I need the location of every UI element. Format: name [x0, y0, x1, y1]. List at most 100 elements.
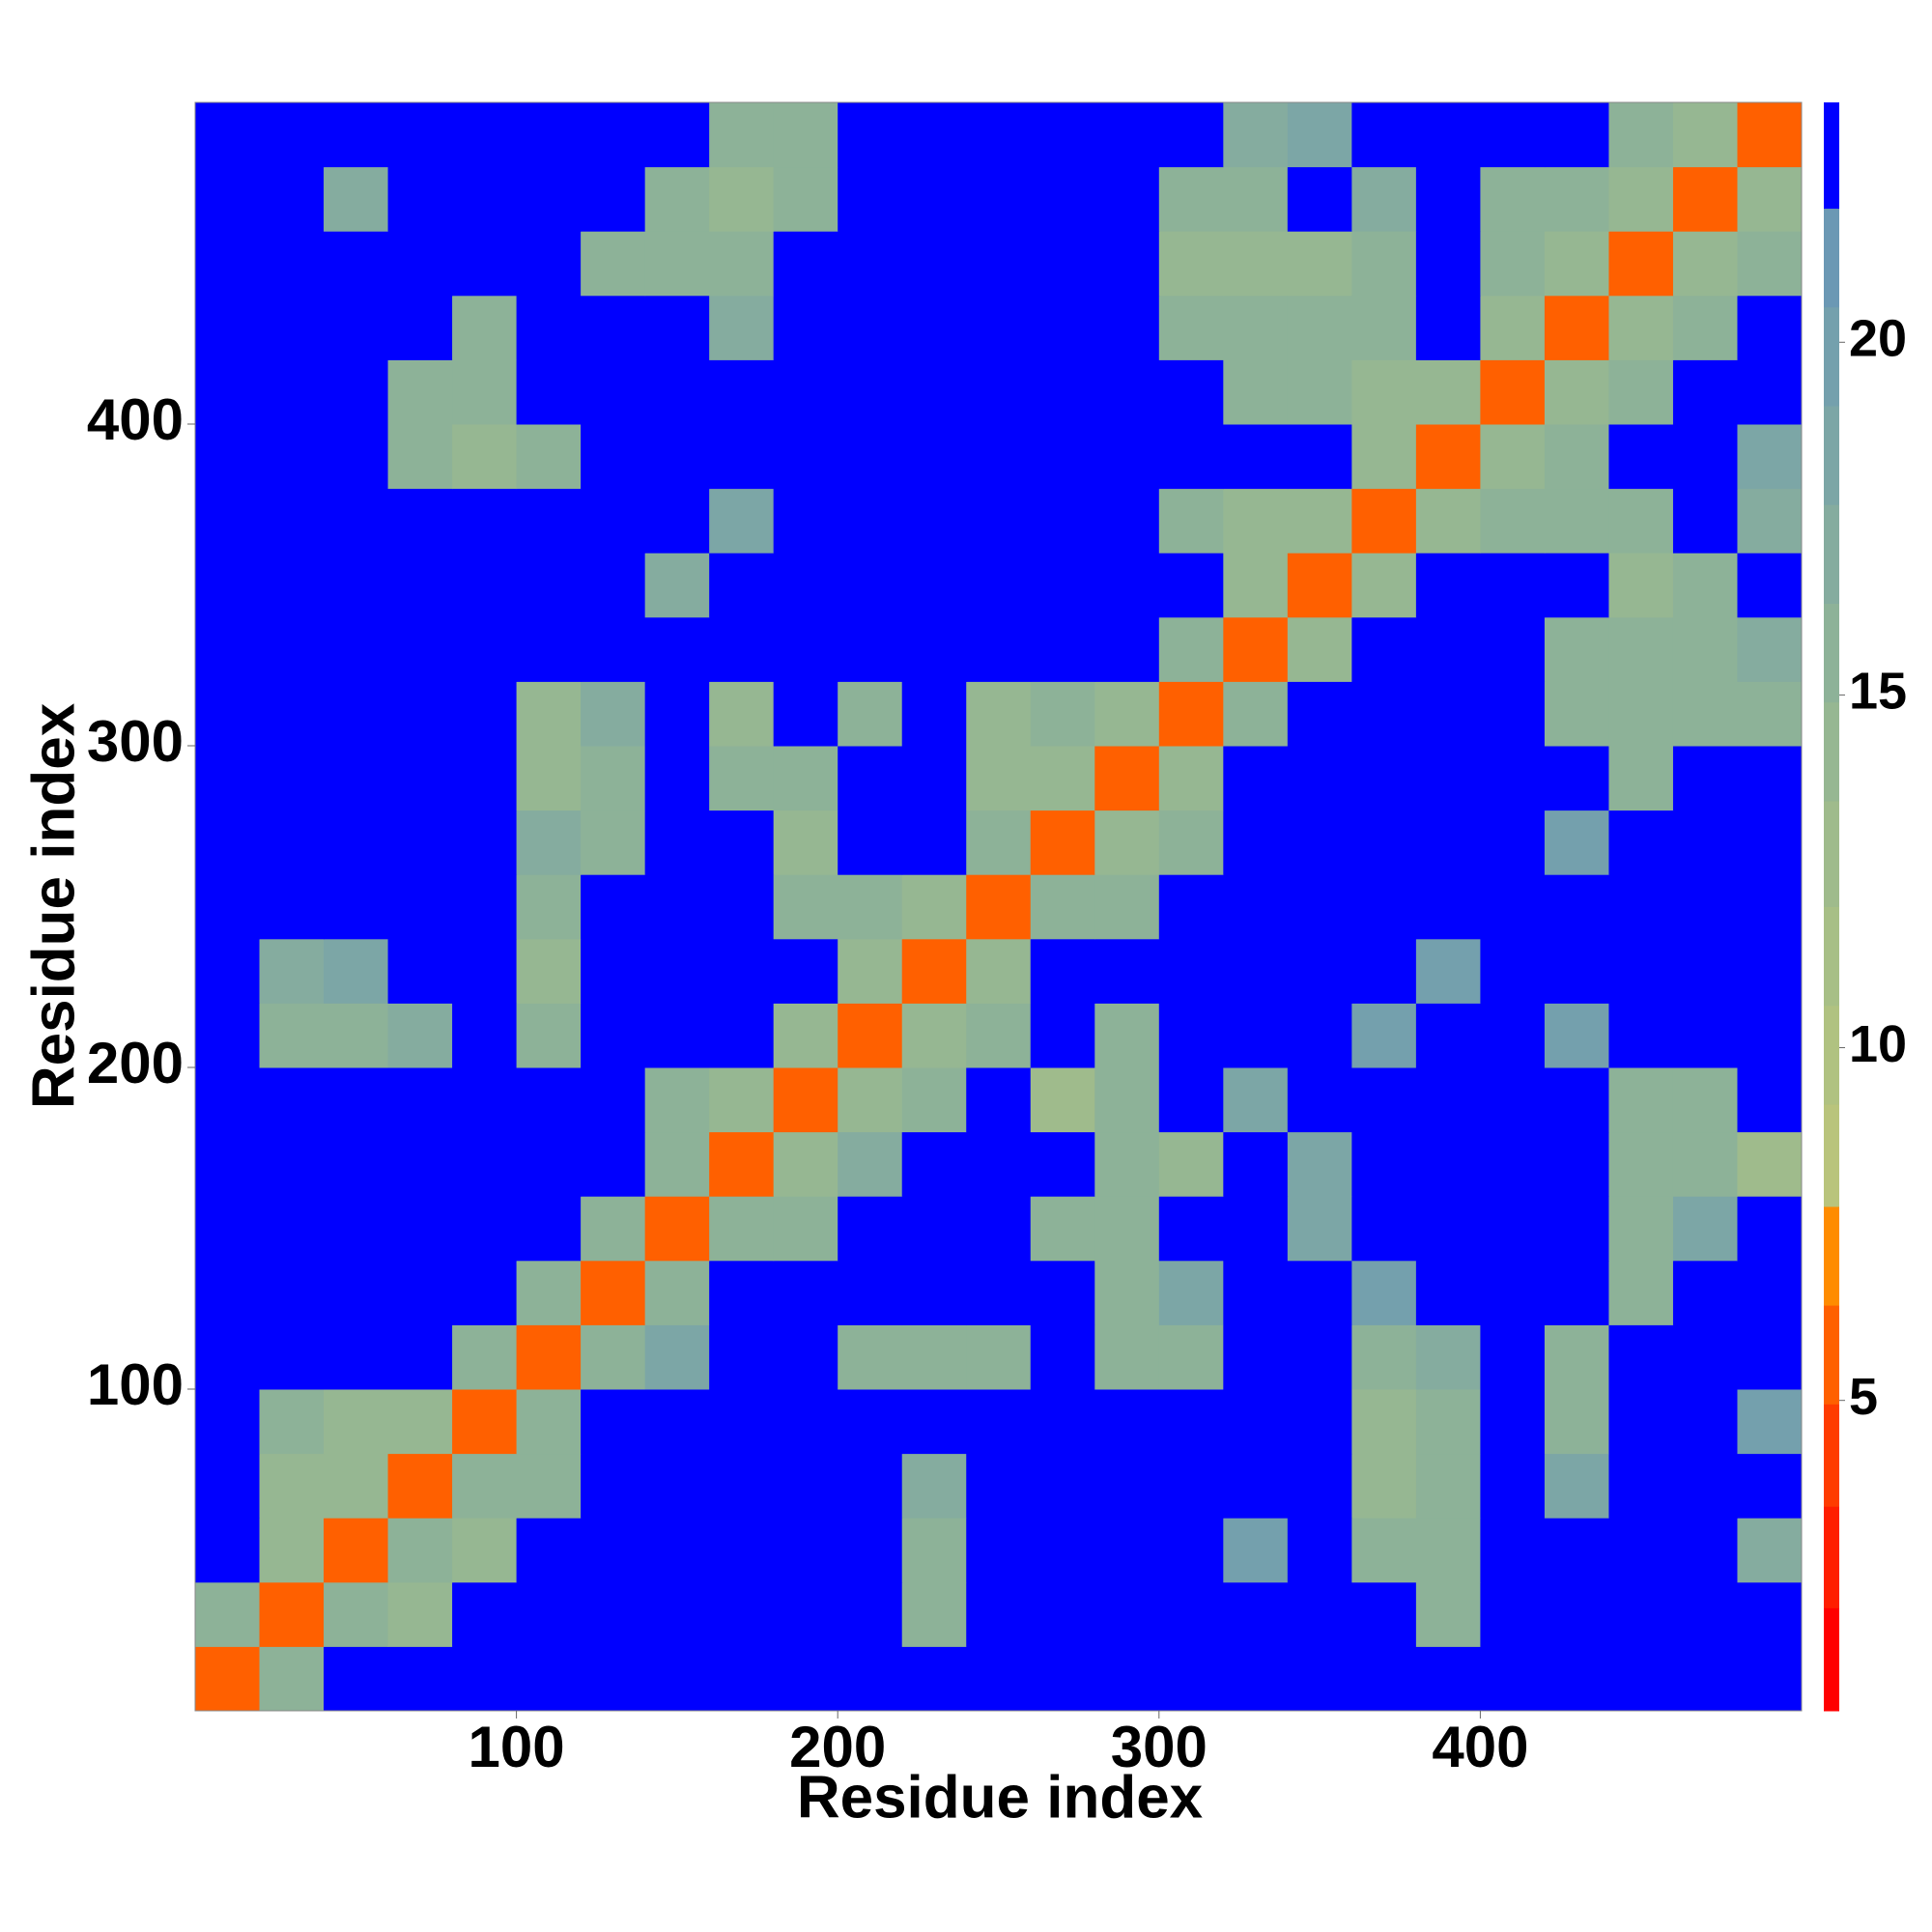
heatmap-cell	[1608, 1581, 1674, 1647]
heatmap-cell	[1672, 1324, 1738, 1390]
heatmap-cell	[709, 746, 775, 811]
heatmap-cell	[324, 295, 389, 360]
heatmap-cell	[1737, 102, 1803, 168]
heatmap-cell	[709, 1131, 775, 1197]
heatmap-cell	[1608, 938, 1674, 1004]
heatmap-cell	[1094, 553, 1160, 618]
heatmap-cell	[709, 359, 775, 425]
heatmap-cell	[516, 1067, 582, 1133]
heatmap-cell	[1544, 1003, 1609, 1068]
heatmap-cell	[1415, 166, 1481, 232]
heatmap-cell	[259, 359, 325, 425]
heatmap-cell	[838, 746, 903, 811]
heatmap-cell	[838, 1453, 903, 1519]
heatmap-cell	[1094, 810, 1160, 875]
heatmap-cell	[1030, 746, 1095, 811]
heatmap-cell	[773, 295, 838, 360]
heatmap-cell	[1094, 1196, 1160, 1262]
heatmap-cell	[387, 1324, 453, 1390]
heatmap-cell	[259, 1518, 325, 1583]
heatmap-cell	[452, 1003, 518, 1068]
heatmap-cell	[387, 810, 453, 875]
heatmap-cell	[387, 1389, 453, 1455]
heatmap-cell	[1737, 1324, 1803, 1390]
heatmap-cell	[452, 424, 518, 490]
heatmap-cell	[773, 1581, 838, 1647]
heatmap-cell	[452, 166, 518, 232]
heatmap-cell	[1480, 1003, 1546, 1068]
heatmap-cell	[1415, 874, 1481, 940]
heatmap-cell	[1608, 1646, 1674, 1712]
heatmap-cell	[1223, 810, 1289, 875]
heatmap-cell	[1223, 1196, 1289, 1262]
colorbar-tick-label: 15	[1849, 663, 1907, 721]
heatmap-cell	[387, 488, 453, 554]
heatmap-cell	[966, 616, 1032, 682]
heatmap-cell	[1544, 1453, 1609, 1519]
heatmap-cell	[1672, 1131, 1738, 1197]
heatmap-cell	[259, 1581, 325, 1647]
heatmap-cell	[709, 1003, 775, 1068]
heatmap-cell	[1737, 1646, 1803, 1712]
heatmap-cell	[259, 295, 325, 360]
heatmap-cell	[838, 359, 903, 425]
heatmap-cell	[1737, 424, 1803, 490]
heatmap-cell	[901, 746, 967, 811]
heatmap-cell	[581, 295, 646, 360]
heatmap-cell	[324, 424, 389, 490]
heatmap-cell	[516, 938, 582, 1004]
heatmap-cell	[581, 102, 646, 168]
heatmap-cell	[1672, 1196, 1738, 1262]
heatmap-cell	[1351, 810, 1417, 875]
heatmap-cell	[1158, 1196, 1224, 1262]
heatmap-cell	[581, 1646, 646, 1712]
heatmap-cell	[1672, 746, 1738, 811]
heatmap-cell	[1737, 295, 1803, 360]
heatmap-cell	[1094, 874, 1160, 940]
heatmap-cell	[1223, 166, 1289, 232]
heatmap-cell	[709, 1646, 775, 1712]
heatmap-cell	[773, 488, 838, 554]
heatmap-cell	[901, 553, 967, 618]
heatmap-cell	[259, 1067, 325, 1133]
heatmap-cell	[324, 681, 389, 747]
heatmap-cell	[516, 1260, 582, 1325]
heatmap-cell	[581, 1518, 646, 1583]
heatmap-cell	[1287, 1518, 1352, 1583]
heatmap-cell	[773, 1518, 838, 1583]
heatmap-cell	[644, 1581, 710, 1647]
heatmap-cell	[1158, 1453, 1224, 1519]
heatmap-cell	[324, 1196, 389, 1262]
heatmap-cell	[1287, 938, 1352, 1004]
heatmap-cell	[1030, 231, 1095, 297]
heatmap-cell	[1030, 424, 1095, 490]
heatmap-cell	[966, 1389, 1032, 1455]
heatmap-cell	[324, 616, 389, 682]
heatmap-cell	[581, 1196, 646, 1262]
heatmap-cell	[1544, 1260, 1609, 1325]
heatmap-cell	[1030, 1453, 1095, 1519]
heatmap-cell	[516, 1389, 582, 1455]
heatmap-cell	[387, 1453, 453, 1519]
heatmap-cell	[1544, 1646, 1609, 1712]
heatmap-cell	[1287, 1067, 1352, 1133]
heatmap-cell	[1094, 1260, 1160, 1325]
heatmap-cell	[452, 1518, 518, 1583]
heatmap-cell	[324, 1003, 389, 1068]
heatmap-cell	[1672, 295, 1738, 360]
heatmap-cell	[1544, 359, 1609, 425]
heatmap-cell	[901, 1196, 967, 1262]
heatmap-cell	[195, 938, 261, 1004]
heatmap-cell	[1030, 488, 1095, 554]
heatmap-cell	[1737, 1003, 1803, 1068]
heatmap-cell	[644, 616, 710, 682]
heatmap-cell	[1544, 1067, 1609, 1133]
heatmap-cell	[1030, 1581, 1095, 1647]
heatmap-cell	[452, 553, 518, 618]
colorbar-tick-label: 5	[1849, 1368, 1878, 1426]
heatmap-cell	[195, 1003, 261, 1068]
heatmap-cell	[259, 1196, 325, 1262]
heatmap-cell	[452, 1196, 518, 1262]
heatmap-cell	[838, 810, 903, 875]
heatmap-cell	[1608, 1067, 1674, 1133]
